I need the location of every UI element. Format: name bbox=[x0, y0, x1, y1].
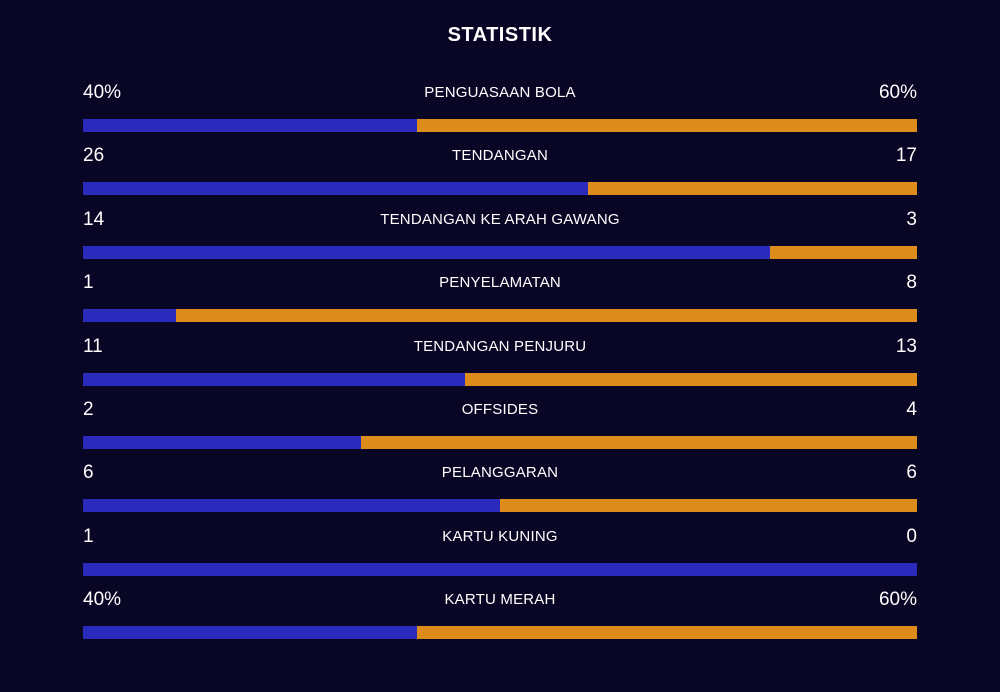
stat-row: 1 KARTU KUNING 0 bbox=[83, 524, 917, 587]
stat-label: PENYELAMATAN bbox=[439, 274, 561, 292]
stat-label: TENDANGAN bbox=[452, 147, 548, 165]
comparison-bar bbox=[83, 309, 917, 323]
comparison-bar bbox=[83, 119, 917, 132]
home-bar-segment bbox=[83, 372, 465, 386]
home-value: 40% bbox=[83, 589, 122, 611]
away-value: 3 bbox=[906, 208, 917, 230]
away-value: 4 bbox=[906, 398, 917, 420]
stat-row: 40% KARTU MERAH 60% bbox=[83, 587, 917, 650]
stats-list: 40% PENGUASAAN BOLA 60% 26 TENDANGAN 17 14 TEND… bbox=[83, 80, 917, 651]
home-bar-segment bbox=[83, 119, 417, 132]
away-bar-segment bbox=[500, 499, 917, 513]
stat-values: 6 PELANGGARAN 6 bbox=[83, 460, 917, 486]
home-bar-segment bbox=[83, 182, 588, 196]
home-bar-segment bbox=[83, 309, 176, 323]
stat-values: 40% KARTU MERAH 60% bbox=[83, 587, 917, 613]
home-bar-segment bbox=[83, 562, 917, 576]
comparison-bar bbox=[83, 182, 917, 196]
home-bar-segment bbox=[83, 626, 417, 640]
home-value: 1 bbox=[83, 272, 94, 294]
stat-values: 2 OFFSIDES 4 bbox=[83, 397, 917, 423]
comparison-bar bbox=[83, 435, 917, 449]
away-value: 13 bbox=[895, 335, 917, 357]
comparison-bar bbox=[83, 499, 917, 513]
home-value: 6 bbox=[83, 462, 94, 484]
stat-label: OFFSIDES bbox=[461, 400, 539, 418]
stat-values: 14 TENDANGAN KE ARAH GAWANG 3 bbox=[83, 207, 917, 233]
home-value: 11 bbox=[83, 335, 103, 357]
page-title: STATISTIK bbox=[447, 24, 553, 46]
away-value: 8 bbox=[906, 272, 917, 294]
away-value: 60% bbox=[878, 589, 917, 611]
home-value: 40% bbox=[83, 82, 122, 103]
stat-row: 14 TENDANGAN KE ARAH GAWANG 3 bbox=[83, 207, 917, 270]
away-value: 6 bbox=[906, 462, 917, 484]
stat-label: TENDANGAN KE ARAH GAWANG bbox=[380, 210, 620, 228]
away-value: 0 bbox=[906, 525, 917, 547]
stat-label: KARTU KUNING bbox=[442, 527, 558, 545]
home-bar-segment bbox=[83, 435, 361, 449]
home-bar-segment bbox=[83, 245, 771, 259]
away-bar-segment bbox=[770, 245, 917, 259]
stat-label: PELANGGARAN bbox=[441, 464, 559, 482]
stat-label: KARTU MERAH bbox=[444, 591, 556, 609]
home-value: 26 bbox=[83, 145, 105, 167]
stat-values: 40% PENGUASAAN BOLA 60% bbox=[83, 80, 917, 106]
away-value: 60% bbox=[878, 82, 917, 103]
home-value: 2 bbox=[83, 398, 94, 420]
stat-row: 11 TENDANGAN PENJURU 13 bbox=[83, 334, 917, 397]
stat-values: 11 TENDANGAN PENJURU 13 bbox=[83, 334, 917, 360]
stat-values: 1 KARTU KUNING 0 bbox=[83, 524, 917, 550]
away-bar-segment bbox=[464, 372, 917, 386]
comparison-bar bbox=[83, 245, 917, 259]
away-bar-segment bbox=[416, 119, 917, 132]
stat-row: 40% PENGUASAAN BOLA 60% bbox=[83, 80, 917, 143]
comparison-bar bbox=[83, 562, 917, 576]
comparison-bar bbox=[83, 626, 917, 640]
stat-row: 2 OFFSIDES 4 bbox=[83, 397, 917, 460]
away-bar-segment bbox=[175, 309, 917, 323]
stat-row: 26 TENDANGAN 17 bbox=[83, 143, 917, 206]
stat-values: 26 TENDANGAN 17 bbox=[83, 143, 917, 169]
stat-label: TENDANGAN PENJURU bbox=[413, 337, 587, 355]
home-bar-segment bbox=[83, 499, 500, 513]
stat-label: PENGUASAAN BOLA bbox=[424, 84, 576, 101]
stat-values: 1 PENYELAMATAN 8 bbox=[83, 270, 917, 296]
home-value: 14 bbox=[83, 208, 105, 230]
away-bar-segment bbox=[416, 626, 917, 640]
comparison-bar bbox=[83, 372, 917, 386]
away-bar-segment bbox=[360, 435, 917, 449]
home-value: 1 bbox=[83, 525, 94, 547]
away-value: 17 bbox=[895, 145, 917, 167]
stat-row: 1 PENYELAMATAN 8 bbox=[83, 270, 917, 333]
stat-row: 6 PELANGGARAN 6 bbox=[83, 460, 917, 523]
away-bar-segment bbox=[587, 182, 917, 196]
